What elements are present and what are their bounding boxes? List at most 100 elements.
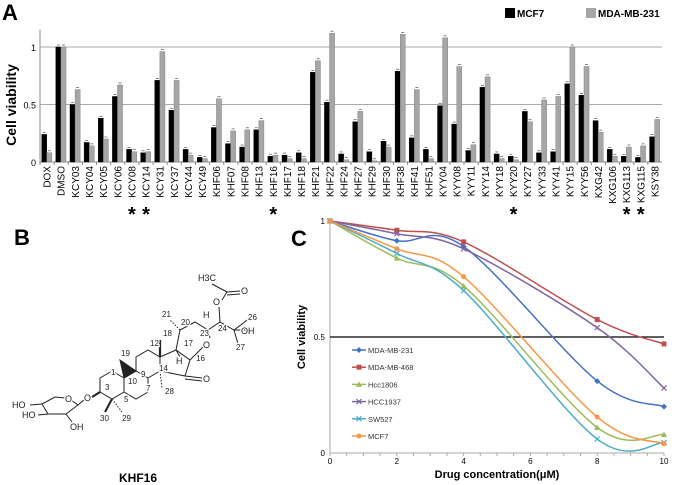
x-tick-label: KXG113 [622,166,633,203]
atom-label: 18 [163,329,172,338]
bar-mcf7-khf21 [310,72,316,163]
bar-mcf7-khf51 [423,149,429,163]
bar-mda-mb-231-kcy05 [103,138,109,163]
x-tick-label: KXG42 [594,166,605,199]
panel-c-line-chart: Cell viability Drug concentration(μM) 0 2… [296,217,669,481]
legend-marker-mcf7 [356,433,362,439]
bond [169,319,181,331]
bar-mda-mb-231-khf17 [286,158,293,163]
bar-mcf7-kyy08 [451,123,457,163]
line-mda-mb-468 [329,220,665,345]
bond [104,398,113,413]
bond [184,378,203,382]
bond [218,306,221,323]
atom-label: 20 [181,318,190,327]
panel-a-bar-chart: Cell viability DOX DMSO KCY03 KCY04 KCY05 KCY… [3,8,662,226]
x-tick-label: KCY14 [142,166,153,198]
bar-mda-mb-231-kyy04 [442,37,448,163]
x-tick-label: KCY37 [170,166,181,198]
atom-label: 16 [196,354,205,363]
bar-mcf7-kcy14 [140,152,146,163]
bond [226,290,241,293]
bond [70,398,86,406]
x-tick-label: KYY27 [523,166,534,198]
legend-label-mda-mb-468: MDA-MB-468 [368,363,413,372]
atom-label: O [65,394,72,404]
legend-label-mcf7: MCF7 [368,432,388,441]
bar-mcf7-khf06 [211,127,217,163]
x-tick-label: KHF16 [269,166,280,198]
bar-mda-mb-231-kcy06 [117,84,123,163]
legend: MCF7 MDA-MB-231 [505,8,660,20]
bar-mda-mb-231-kcy04 [88,145,95,163]
bar-mda-mb-231-khf38 [399,34,406,163]
bar-mcf7-dmso [55,46,62,163]
atom-label: 30 [100,414,109,423]
bar-mcf7-kyy41 [550,151,556,163]
asterisk-marker: * [637,204,645,226]
x-tick-label: KHF22 [325,166,336,198]
x-tick-label: KCY08 [127,166,138,198]
atom-label: 9 [141,370,146,379]
x-axis-label: Drug concentration(μM) [435,469,560,481]
x-tick-label: KYY08 [453,166,464,198]
bond [175,321,209,351]
x-tick-label: KXG115 [636,166,647,203]
bar-mda-mb-231-khf18 [301,158,307,163]
data-point-hcc1937 [594,324,601,331]
atom-label: 7 [146,384,151,393]
legend-marker-mda-mb-231 [356,347,362,353]
bar-mda-mb-231-khf51 [428,158,434,163]
atom-label: 28 [165,387,174,396]
atom-label: OH [241,326,255,336]
legend-label-mda-mb-231: MDA-MB-231 [598,9,660,20]
atom-label: H3C [198,273,217,283]
x-tick-label: KCY04 [85,166,96,198]
bars [41,30,660,163]
axes: 0 2 4 6 8 10 0 0.5 1 [314,217,669,466]
x-tick-label: KYY33 [537,166,548,198]
bar-mda-mb-231-khf22 [329,33,335,163]
bar-mcf7-khf41 [409,137,415,163]
data-point-mda-mb-231 [393,237,400,244]
atom-label: 5 [124,395,129,404]
bar-mda-mb-231-dox [46,152,53,163]
atom-label: O [241,286,248,296]
bar-mda-mb-231-khf16 [272,154,279,163]
bar-mda-mb-231-kyy11 [470,144,477,163]
y-tick-label: 0 [321,449,326,458]
bar-mda-mb-231-khf27 [357,111,364,163]
x-tick-label: KHF41 [410,166,421,198]
bar-mcf7-khf08 [239,146,245,163]
y-tick-label: 0.5 [23,101,36,111]
bar-mcf7-khf29 [366,151,373,163]
bar-mcf7-khf16 [267,156,274,163]
bar-mcf7-kxg42 [592,120,599,163]
data-point-mcf7 [661,441,667,447]
bar-mcf7-khf13 [253,129,260,163]
y-tick-label: 1 [31,43,36,53]
x-tick-label: KHF18 [297,166,308,198]
line-mcf7 [329,220,665,445]
data-point-hcc1937 [393,230,400,237]
asterisk-marker: * [269,204,277,226]
x-tick-label: KHF21 [311,166,322,198]
x-tick-label: KHF27 [354,166,365,198]
panel-a-label: A [2,0,18,25]
x-tick-label: KYY20 [509,166,520,198]
y-tick-label: 0.5 [314,333,326,342]
bar-mda-mb-231-kxg113 [626,146,632,163]
bar-mda-mb-231-kcy03 [74,89,81,163]
x-tick-label: KXG106 [608,166,619,204]
legend-swatch-mda-mb-231 [586,8,596,18]
bar-mcf7-kyy15 [564,83,571,163]
bond [184,375,203,379]
x-tick-label: 8 [595,457,600,466]
bar-mda-mb-231-khf06 [216,98,222,163]
bar-mda-mb-231-khf29 [371,160,378,163]
line-hcc1937 [329,220,665,389]
bond [111,398,123,413]
asterisks: * * * * * * [128,204,645,226]
legend-label-sw527: SW527 [368,415,393,424]
